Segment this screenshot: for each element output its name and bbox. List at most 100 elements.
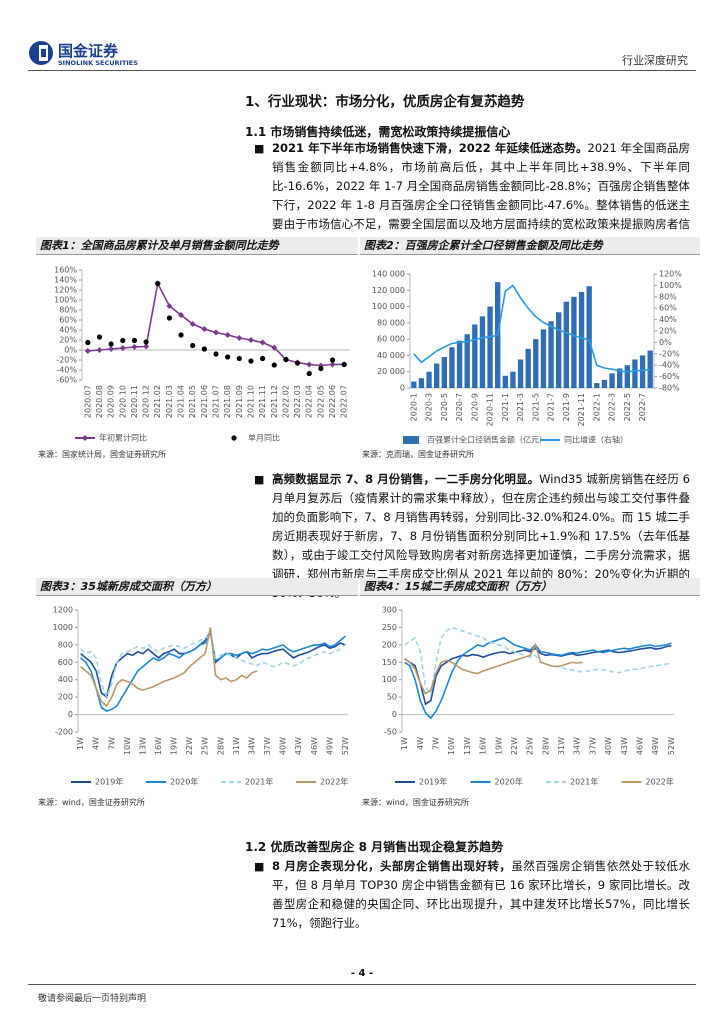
marker bbox=[84, 348, 91, 354]
x-tick-label: 49W bbox=[651, 737, 660, 755]
marker bbox=[306, 370, 312, 377]
marker bbox=[96, 334, 103, 340]
marker bbox=[201, 346, 207, 352]
x-tick-label: 22W bbox=[510, 737, 519, 755]
text: 2021 年全国商品房销售金额同比+4.8%，市场前高后低，其中上半年同比+38… bbox=[272, 141, 690, 250]
bar bbox=[548, 321, 554, 388]
y-tick-label: 60 000 bbox=[377, 335, 405, 344]
legend-marker bbox=[82, 435, 88, 441]
y2-tick-label: 40% bbox=[659, 315, 677, 324]
x-tick-label: 7W bbox=[107, 737, 116, 750]
y-tick-label: -50 bbox=[384, 728, 397, 737]
logo-en: SINOLINK SECURITIES bbox=[58, 59, 138, 67]
y-tick-label: 60% bbox=[59, 316, 77, 325]
y-tick-label: 140% bbox=[54, 276, 77, 285]
y-tick-label: 1000 bbox=[53, 623, 73, 632]
x-tick-label: 52W bbox=[341, 737, 350, 755]
x-tick-label: 25W bbox=[201, 737, 210, 755]
source: 来源：wind，国金证券研究所 bbox=[38, 798, 145, 807]
y-tick-label: 80% bbox=[59, 306, 77, 315]
x-tick-label: 1W bbox=[76, 737, 85, 750]
logo-mark bbox=[29, 41, 53, 65]
bar bbox=[418, 378, 425, 388]
legend-label: 百强累计全口径销售金额（亿元） bbox=[427, 435, 547, 445]
y-tick-label: 0% bbox=[64, 346, 77, 355]
x-tick-label: 40W bbox=[279, 737, 288, 755]
marker bbox=[260, 355, 266, 362]
y-tick-label: 800 bbox=[58, 640, 73, 649]
x-tick-label: 28W bbox=[216, 737, 225, 755]
bar bbox=[578, 291, 585, 388]
y-tick-label: 100% bbox=[54, 296, 77, 305]
x-tick-label: 2021-9 bbox=[562, 393, 571, 421]
x-tick-label: 34W bbox=[247, 737, 256, 755]
bar bbox=[556, 312, 562, 388]
source: 来源：克而瑞，国金证券研究所 bbox=[362, 450, 474, 459]
bar bbox=[479, 316, 486, 388]
legend-label: 年初累计同比 bbox=[99, 433, 147, 443]
x-tick-label: 43W bbox=[294, 737, 303, 755]
x-tick-label: 2020.09 bbox=[107, 385, 116, 418]
marker bbox=[178, 332, 184, 338]
y2-tick-label: -60% bbox=[659, 372, 680, 381]
marker bbox=[131, 337, 138, 344]
x-tick-label: 2021.06 bbox=[200, 385, 209, 418]
x-tick-label: 19W bbox=[494, 737, 503, 755]
marker bbox=[213, 351, 219, 357]
bar bbox=[624, 365, 630, 388]
figure-title: 图表2：百强房企累计全口径销售金额及同比走势 bbox=[360, 237, 700, 255]
footer-rule bbox=[28, 984, 696, 985]
x-tick-label: 22W bbox=[185, 737, 194, 755]
marker bbox=[236, 355, 242, 362]
x-tick-label: 4W bbox=[416, 737, 425, 750]
marker bbox=[271, 344, 278, 351]
y2-tick-label: 80% bbox=[659, 292, 677, 301]
logo-cn: 国金证券 bbox=[58, 42, 119, 60]
paragraph: 高频数据显示 7、8 月份销售，一二手房分化明显。Wind35 城新房销售在经历… bbox=[272, 470, 690, 603]
bar bbox=[533, 339, 539, 388]
text: Wind35 城新房销售在经历 6 月单月复苏后（疫情累计的需求集中释放），但在… bbox=[272, 472, 690, 600]
y-tick-label: 200 bbox=[382, 640, 397, 649]
lead: 2021 年下半年市场销售快速下滑，2022 年延续低迷态势。 bbox=[272, 141, 588, 155]
marker bbox=[155, 280, 161, 287]
marker bbox=[143, 339, 149, 345]
legend-label: 2020年 bbox=[495, 777, 523, 787]
x-tick-label: 16W bbox=[479, 737, 488, 755]
legend-label: 2019年 bbox=[95, 777, 123, 787]
header-rule bbox=[28, 70, 696, 71]
bar bbox=[449, 347, 455, 388]
bar bbox=[594, 383, 600, 388]
x-tick-label: 2022-3 bbox=[608, 393, 617, 421]
series-line bbox=[80, 629, 346, 712]
y-tick-label: 120 000 bbox=[372, 286, 405, 295]
bar bbox=[464, 334, 470, 388]
figure-title: 图表4：15城二手房成交面积（万方） bbox=[360, 578, 700, 596]
x-tick-label: 2020.12 bbox=[142, 385, 151, 418]
bar bbox=[441, 357, 447, 388]
y2-tick-label: 100% bbox=[659, 281, 682, 290]
bar bbox=[586, 286, 592, 388]
y-tick-label: 40 000 bbox=[377, 351, 405, 360]
y2-tick-label: -20% bbox=[659, 349, 680, 358]
marker bbox=[247, 337, 254, 343]
x-tick-label: 2022.02 bbox=[281, 385, 290, 418]
y-tick-label: 50 bbox=[387, 693, 397, 702]
lead: 高频数据显示 7、8 月份销售，一二手房分化明显。 bbox=[272, 472, 540, 486]
x-tick-label: 46W bbox=[310, 737, 319, 755]
marker bbox=[236, 335, 243, 341]
x-tick-label: 16W bbox=[154, 737, 163, 755]
x-tick-label: 2021.12 bbox=[270, 385, 279, 418]
marker bbox=[248, 358, 254, 364]
series-line bbox=[404, 637, 672, 720]
bullet: ■ bbox=[254, 142, 265, 155]
marker bbox=[259, 339, 266, 346]
disclaimer: 敬请参阅最后一页特别声明 bbox=[38, 994, 147, 1004]
y2-tick-label: -80% bbox=[659, 384, 680, 393]
legend-swatch bbox=[403, 436, 419, 444]
x-tick-label: 2022-5 bbox=[623, 393, 632, 421]
legend-label: 2022年 bbox=[646, 777, 674, 787]
marker bbox=[201, 326, 208, 332]
x-tick-label: 37W bbox=[588, 737, 597, 755]
x-tick-label: 2020.08 bbox=[95, 385, 104, 418]
